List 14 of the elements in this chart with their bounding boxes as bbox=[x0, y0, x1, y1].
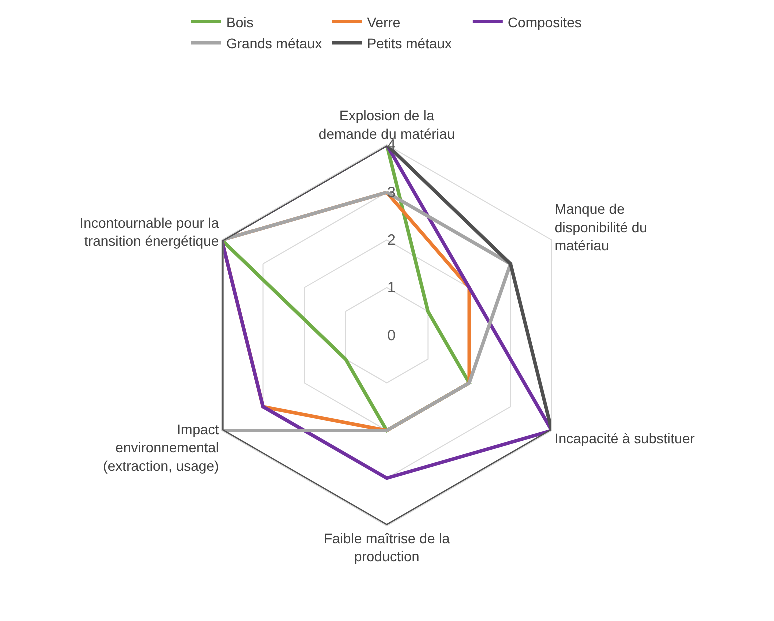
spoke-label: Manque de disponibilité du matériau bbox=[554, 201, 648, 254]
legend-label: Bois bbox=[226, 14, 254, 30]
spoke-label: Incapacité à substituer bbox=[554, 430, 696, 447]
y-tick-label: 0 bbox=[388, 327, 396, 344]
spoke-label: Faible maîtrise de la production bbox=[324, 530, 450, 564]
legend-label: Petits métaux bbox=[367, 35, 452, 52]
y-tick-label: 3 bbox=[388, 184, 396, 202]
legend-label: Verre bbox=[367, 14, 401, 30]
spoke-label: Impact environnemental (extraction, usage) bbox=[103, 422, 220, 474]
y-tick-label: 2 bbox=[388, 232, 396, 250]
legend-label: Composites bbox=[508, 14, 582, 30]
legend-label: Grands métaux bbox=[226, 35, 322, 52]
y-tick-label: 1 bbox=[388, 280, 396, 297]
spoke-label: Incontournable pour la transition énergétique bbox=[80, 214, 220, 249]
